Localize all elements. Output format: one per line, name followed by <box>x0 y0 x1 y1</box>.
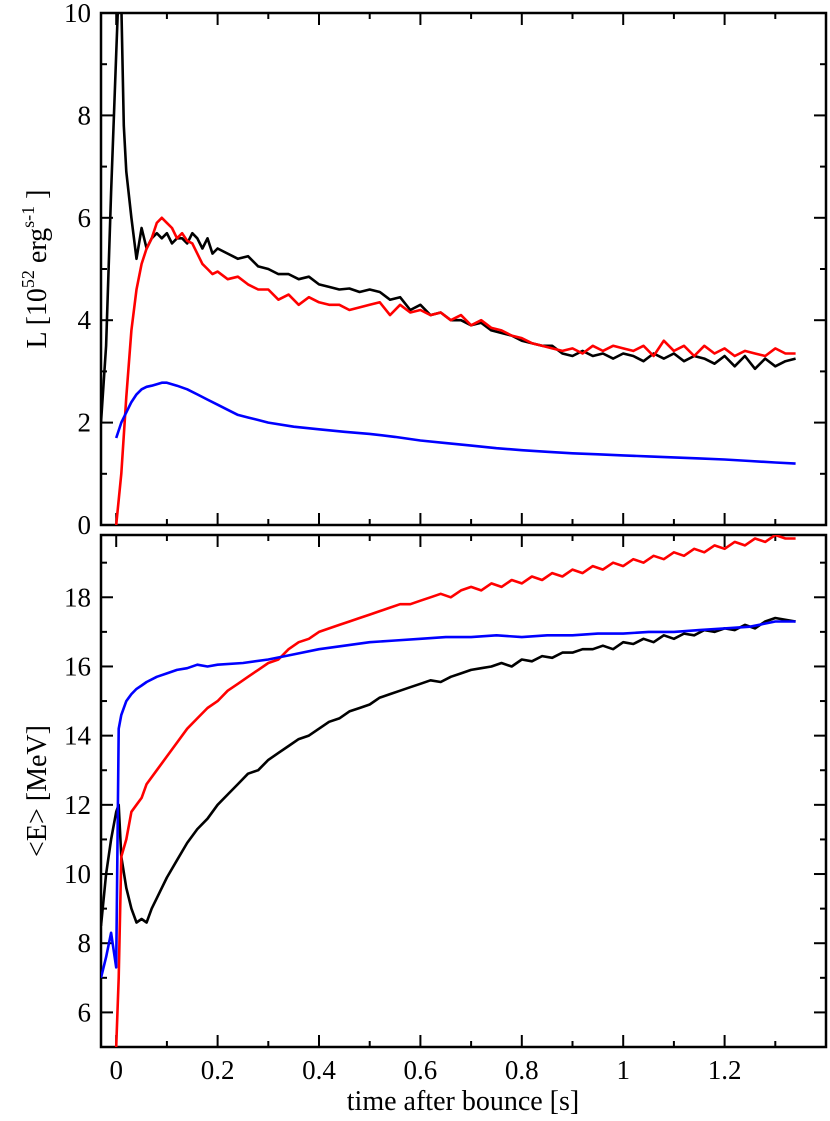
x-tick-label: 0.4 <box>302 1055 336 1085</box>
series-line-blue <box>101 620 796 979</box>
y-tick-label: 14 <box>64 721 92 751</box>
series-group <box>101 13 796 525</box>
y-axis-ticks: 0 2 4 6 8 10 <box>64 0 826 540</box>
y-tick-label: 12 <box>64 790 91 820</box>
plot-frame <box>99 533 828 1049</box>
y-tick-label: 16 <box>64 651 91 681</box>
luminosity-panel: 0 2 4 6 8 10 L [1052 ergs-1 ] <box>18 0 828 540</box>
y-tick-label: 18 <box>64 582 91 612</box>
y-tick-label: 8 <box>78 100 92 130</box>
y-tick-label: 2 <box>78 408 92 438</box>
y-tick-label: 4 <box>78 305 92 335</box>
y-tick-label: 6 <box>78 203 92 233</box>
y-tick-label: 0 <box>78 510 92 540</box>
x-tick-label: 0 <box>109 1055 123 1085</box>
series-line-red <box>114 535 796 1047</box>
x-tick-label: 0.2 <box>201 1055 235 1085</box>
y-tick-label: 10 <box>64 859 91 889</box>
series-line-red <box>114 216 796 525</box>
y-axis-label: L [1052 ergs-1 ] <box>18 190 53 349</box>
y-tick-label: 6 <box>78 997 92 1027</box>
y-tick-label: 10 <box>64 0 91 28</box>
x-axis-label: time after bounce [s] <box>347 1086 579 1117</box>
y-axis-label: <E> [MeV] <box>22 725 53 857</box>
plot-frame <box>99 11 828 527</box>
x-tick-label: 0.8 <box>505 1055 539 1085</box>
x-tick-label: 0.6 <box>404 1055 438 1085</box>
x-tick-label: 1.2 <box>708 1055 742 1085</box>
series-line-black <box>101 616 796 927</box>
series-line-blue <box>114 381 796 465</box>
series-group <box>101 535 796 1047</box>
y-tick-label: 8 <box>78 928 92 958</box>
series-line-black <box>101 13 796 423</box>
axis-ticks: 6 8 10 12 14 16 18 0 0.2 0.4 0.6 0.8 1 1.2 <box>64 535 826 1085</box>
x-tick-label: 1 <box>616 1055 630 1085</box>
